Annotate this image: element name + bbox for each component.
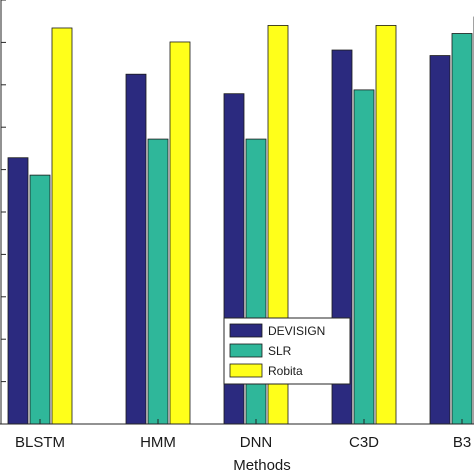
- bar-slr-b3: [451, 33, 473, 425]
- bar-robita-c3d: [375, 25, 397, 425]
- x-tick-label-hmm: HMM: [140, 434, 176, 451]
- x-ticks-group: BLSTM HMM DNN C3D B3: [15, 419, 471, 451]
- bars-group: [7, 16, 474, 425]
- legend-label-devisign: DEVISIGN: [268, 324, 325, 338]
- x-tick-label-dnn: DNN: [240, 434, 273, 451]
- x-axis-title: Methods: [233, 457, 291, 474]
- legend-swatch-slr: [229, 343, 263, 358]
- x-tick-label-c3d: C3D: [349, 434, 379, 451]
- y-ticks-group: [1, 0, 6, 425]
- bar-robita-hmm: [169, 41, 191, 425]
- bar-slr-blstm: [29, 174, 51, 425]
- legend: DEVISIGN SLR Robita: [223, 317, 351, 385]
- bar-slr-c3d: [353, 89, 375, 425]
- bar-devisign-b3: [429, 55, 451, 425]
- legend-swatch-robita: [229, 363, 263, 378]
- legend-swatch-devisign: [229, 323, 263, 338]
- legend-items: DEVISIGN SLR Robita: [229, 323, 325, 378]
- bar-devisign-blstm: [7, 157, 29, 425]
- bar-devisign-hmm: [125, 73, 147, 425]
- x-tick-label-b3: B3: [453, 434, 471, 451]
- x-tick-label-blstm: BLSTM: [15, 434, 65, 451]
- bar-robita-blstm: [51, 27, 73, 425]
- legend-label-slr: SLR: [268, 344, 292, 358]
- legend-label-robita: Robita: [268, 364, 303, 378]
- bar-slr-hmm: [147, 138, 169, 425]
